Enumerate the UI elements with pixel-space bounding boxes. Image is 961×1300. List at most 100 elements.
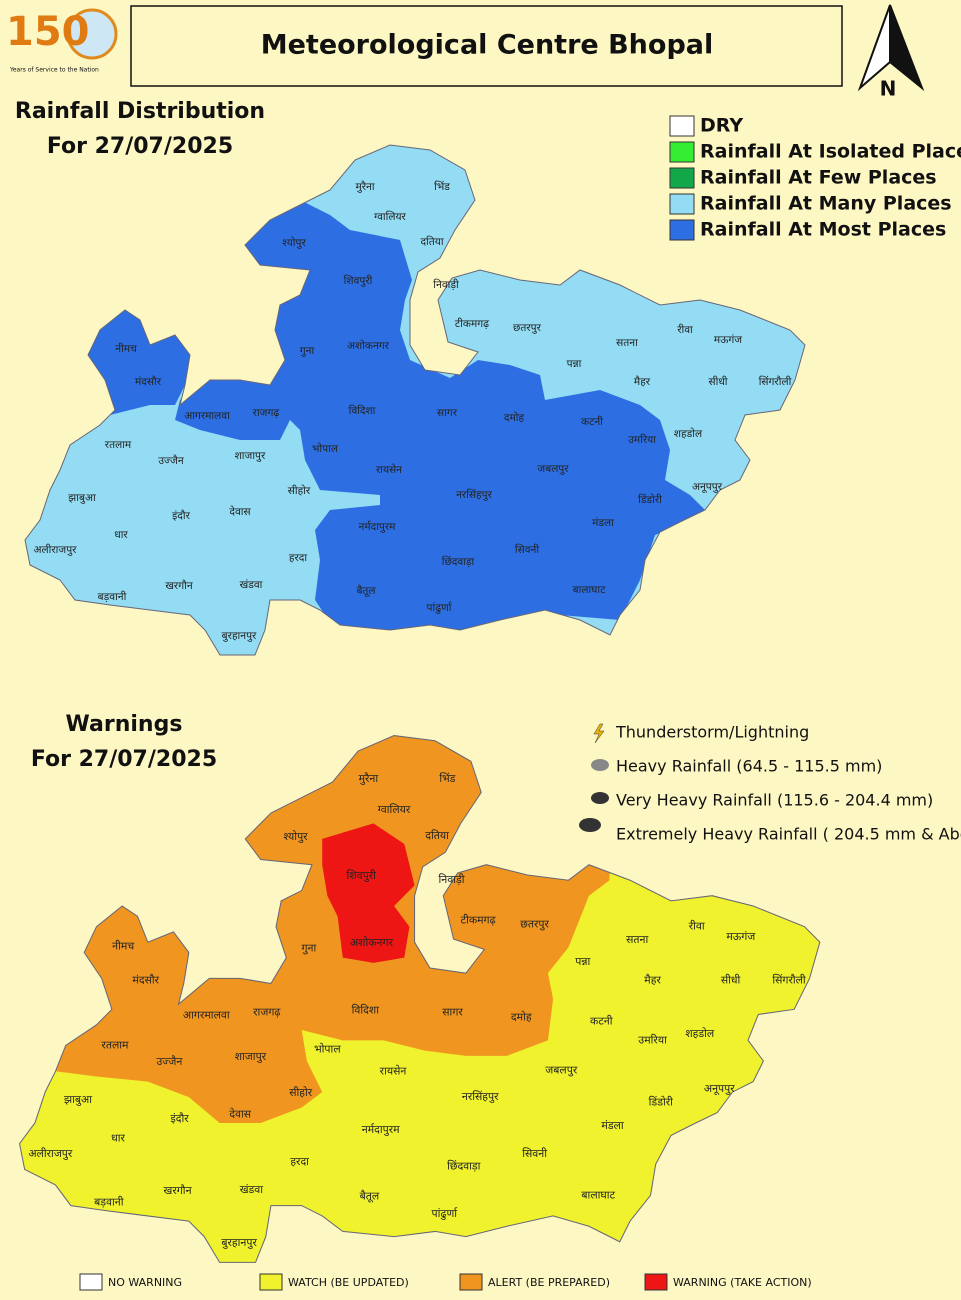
district-label: मंदसौर: [132, 973, 159, 986]
icon-legend-label: Very Heavy Rainfall (115.6 - 204.4 mm): [616, 791, 933, 810]
logo: 150 Years of Service to the Nation: [6, 8, 118, 74]
district-label: उमरिया: [628, 433, 656, 446]
district-label: खरगौन: [164, 1184, 193, 1197]
cloud-icon: [579, 818, 601, 832]
district-label: कटनी: [590, 1015, 613, 1028]
district-label: ग्वालियर: [374, 210, 406, 223]
district-label: दमोह: [504, 411, 525, 424]
district-label: अलीराजपुर: [28, 1147, 73, 1160]
logo-caption: Years of Service to the Nation: [9, 67, 99, 74]
district-label: हरदा: [289, 552, 307, 564]
legend-swatch: [459, 1273, 483, 1291]
district-label: गुना: [301, 941, 316, 954]
legend-label: Rainfall At Most Places: [700, 219, 946, 241]
district-label: निवाड़ी: [438, 873, 464, 886]
legend-swatch: [669, 219, 695, 241]
district-label: श्योपुर: [283, 830, 308, 843]
district-label: अशोकनगर: [350, 936, 394, 949]
district-label: टीकमगढ़: [461, 913, 497, 926]
district-label: उमरिया: [638, 1033, 667, 1046]
district-label: रायसेन: [376, 463, 402, 476]
district-label: अनूपपुर: [704, 1082, 735, 1095]
legend-swatch: [669, 193, 695, 215]
state-border: [19, 735, 821, 1263]
district-label: भिंड: [434, 180, 450, 193]
legend-swatch: [79, 1273, 103, 1291]
district-label: बालाघाट: [581, 1188, 615, 1201]
district-label: शहडोल: [674, 427, 703, 440]
district-label: सीधी: [709, 375, 728, 388]
district-label: सागर: [442, 1005, 463, 1018]
district-label: पन्ना: [567, 358, 582, 370]
district-label: गुना: [300, 345, 315, 357]
district-label: निवाड़ी: [433, 278, 459, 291]
district-label: उज्जैन: [156, 1055, 183, 1068]
district-label: डिंडोरी: [638, 493, 662, 506]
district-label: देवास: [229, 505, 251, 518]
district-label: रायसेन: [380, 1064, 408, 1077]
district-label: नर्मदापुरम: [362, 1123, 400, 1136]
district-label: खंडवा: [240, 1183, 264, 1196]
warnings-title: Warnings: [66, 712, 183, 737]
district-label: अशोकनगर: [347, 339, 390, 352]
district-label: छतरपुर: [513, 322, 542, 334]
state-border: [24, 144, 806, 656]
legend-swatch: [669, 167, 695, 189]
district-label: सीधी: [721, 973, 741, 986]
district-label: शिवपुरी: [347, 869, 377, 882]
icon-legend-label: Thunderstorm/Lightning: [615, 723, 809, 742]
legends: DRY Rainfall At Isolated Places Rainfall A…: [79, 115, 961, 1291]
district-label: दतिया: [425, 829, 449, 842]
district-label: छिंदवाड़ा: [447, 1159, 481, 1172]
district-label: बैतूल: [360, 1189, 380, 1202]
district-label: बैतूल: [356, 584, 376, 597]
district-label: रतलाम: [105, 439, 132, 451]
district-label: मऊगंज: [714, 334, 742, 346]
district-label: आगरमालवा: [184, 410, 230, 422]
district-label: बड़वानी: [94, 1195, 124, 1208]
district-label: मऊगंज: [726, 930, 756, 943]
district-label: रीवा: [689, 920, 705, 933]
district-label: झाबुआ: [64, 1093, 93, 1106]
district-label: दमोह: [511, 1011, 532, 1024]
district-label: सीहोर: [288, 484, 311, 497]
rainfall-map: मुरैना भिंड ग्वालियर दतिया श्योपुर शिवपुरी निव…: [24, 144, 806, 656]
district-label: बुरहानपुर: [222, 630, 257, 642]
legend-label: WARNING (TAKE ACTION): [673, 1276, 812, 1289]
icon-legend-label: Heavy Rainfall (64.5 - 115.5 mm): [616, 757, 882, 776]
region-warning: [322, 823, 415, 963]
cloud-icon: [591, 792, 609, 804]
district-label: देवास: [229, 1108, 251, 1121]
logo-globe: [66, 8, 118, 60]
district-label: मुरैना: [359, 772, 379, 785]
district-label: झाबुआ: [68, 492, 96, 504]
legend-swatch: [669, 141, 695, 163]
district-label: सतना: [616, 337, 638, 349]
north-arrow: N: [857, 4, 925, 101]
legend-label: WATCH (BE UPDATED): [288, 1276, 409, 1289]
district-label: कटनी: [581, 415, 603, 428]
district-label: जबलपुर: [545, 1063, 578, 1076]
legend-label: NO WARNING: [108, 1276, 182, 1289]
district-label: इंदौर: [172, 509, 190, 522]
district-label: धार: [111, 1131, 125, 1144]
district-label: सागर: [437, 407, 458, 419]
rainfall-title: Rainfall Distribution: [15, 99, 265, 124]
legend-label: Rainfall At Many Places: [700, 193, 952, 215]
district-label: बुरहानपुर: [221, 1236, 257, 1249]
legend-swatch: [644, 1273, 668, 1291]
arrow-right: [889, 4, 925, 92]
legend-swatch: [669, 115, 695, 137]
district-label: नरसिंहपुर: [456, 488, 492, 501]
district-label: राजगढ़: [253, 1005, 281, 1018]
district-label: डिंडोरी: [649, 1095, 673, 1108]
district-label: पांढुर्णा: [432, 1207, 459, 1220]
map-fill: [25, 145, 805, 655]
district-label: भोपाल: [314, 1043, 341, 1056]
district-label: दतिया: [420, 235, 443, 248]
district-label: मंदसौर: [135, 375, 162, 388]
district-label: रतलाम: [101, 1038, 129, 1051]
region-most-places: [85, 310, 190, 415]
district-label: जबलपुर: [537, 463, 569, 475]
